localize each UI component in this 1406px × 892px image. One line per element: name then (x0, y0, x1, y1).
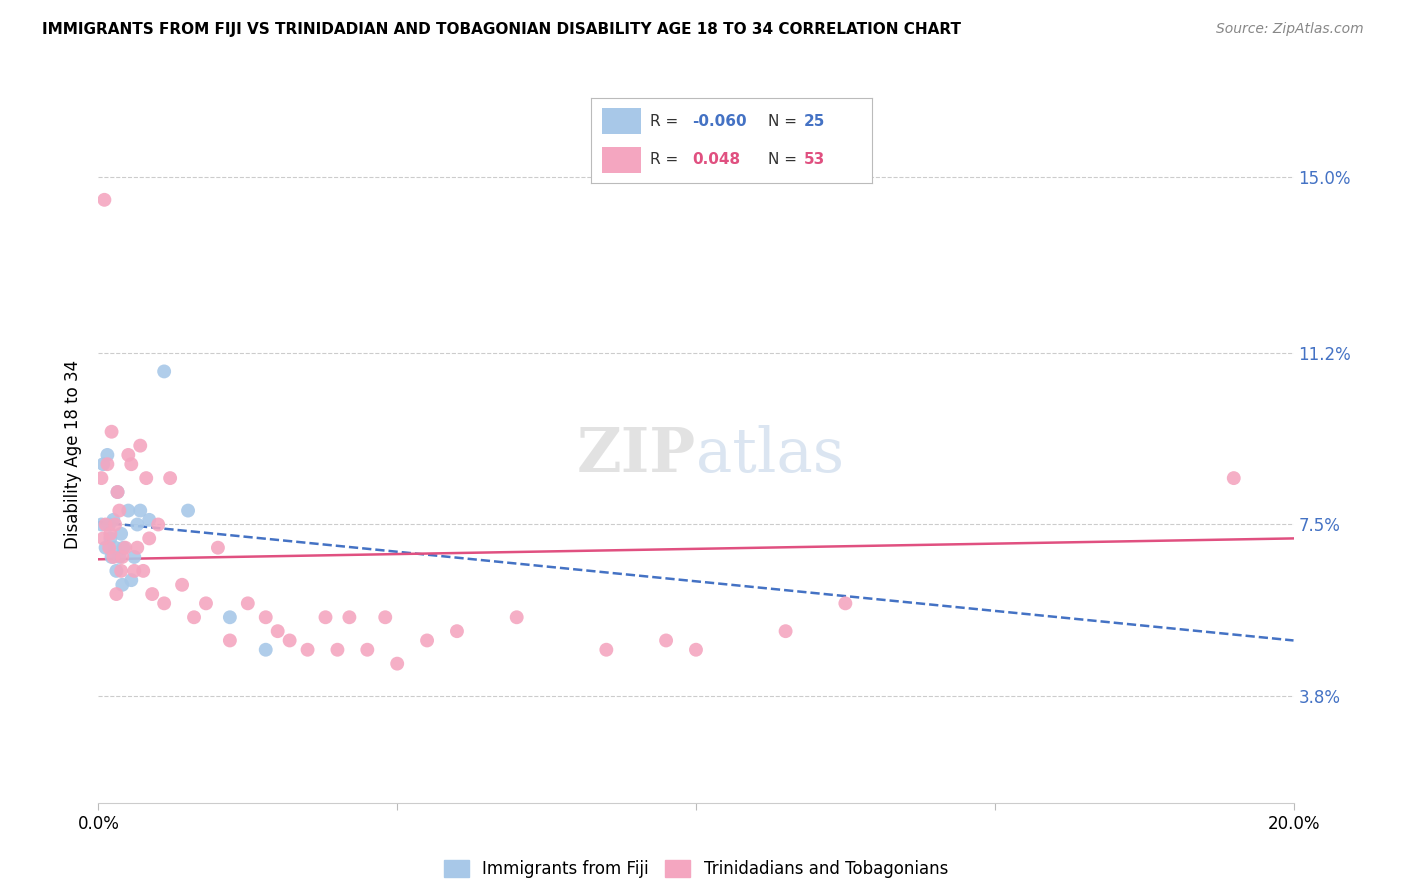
Point (219, 610, 242, 624)
Point (177, 503, 200, 517)
Point (141, 587, 163, 601)
Point (110, 564, 132, 578)
Point (108, 549, 131, 564)
Point (100, 425, 122, 439)
Point (100, 526, 122, 541)
Point (94, 541, 117, 555)
Point (267, 624, 290, 639)
FancyBboxPatch shape (602, 147, 641, 173)
Point (112, 541, 135, 555)
Point (595, 642, 617, 657)
Point (326, 642, 349, 657)
Point (195, 596, 218, 610)
Text: 53: 53 (804, 153, 825, 168)
Point (385, 657, 409, 671)
Text: ZIP: ZIP (576, 425, 696, 485)
Point (655, 633, 678, 648)
Point (100, 549, 122, 564)
Point (124, 549, 146, 564)
Point (105, 564, 128, 578)
Point (110, 526, 132, 541)
Point (103, 513, 125, 527)
Point (159, 471, 181, 485)
Y-axis label: Disability Age 18 to 34: Disability Age 18 to 34 (65, 360, 83, 549)
Point (135, 471, 157, 485)
Point (104, 517, 127, 532)
Point (153, 596, 176, 610)
Point (127, 541, 149, 555)
Text: N =: N = (768, 114, 801, 129)
Point (172, 578, 194, 592)
Point (93, 193, 115, 207)
Point (374, 610, 396, 624)
Text: 0.048: 0.048 (692, 153, 740, 168)
Text: -0.060: -0.060 (692, 114, 747, 129)
Point (153, 364, 176, 378)
Point (254, 610, 277, 624)
Point (90, 517, 112, 532)
Point (114, 541, 136, 555)
FancyBboxPatch shape (602, 108, 641, 134)
Point (100, 532, 122, 546)
Point (107, 485, 129, 500)
Point (236, 596, 259, 610)
Point (138, 532, 160, 546)
Point (339, 610, 360, 624)
Point (254, 642, 277, 657)
Text: R =: R = (650, 114, 683, 129)
Text: IMMIGRANTS FROM FIJI VS TRINIDADIAN AND TOBAGONIAN DISABILITY AGE 18 TO 34 CORRE: IMMIGRANTS FROM FIJI VS TRINIDADIAN AND … (42, 22, 962, 37)
Point (356, 642, 378, 657)
Legend: Immigrants from Fiji, Trinidadians and Tobagonians: Immigrants from Fiji, Trinidadians and T… (437, 854, 955, 885)
Point (297, 642, 319, 657)
Point (90, 471, 112, 485)
Point (132, 564, 155, 578)
Point (94, 517, 117, 532)
Point (775, 624, 797, 639)
Text: R =: R = (650, 153, 683, 168)
Point (314, 610, 337, 624)
Point (91, 532, 114, 546)
Point (138, 513, 160, 527)
Point (127, 517, 149, 532)
Point (416, 633, 439, 648)
Point (1222, 471, 1246, 485)
Point (183, 610, 205, 624)
Point (685, 642, 707, 657)
Point (219, 633, 242, 648)
Text: Source: ZipAtlas.com: Source: ZipAtlas.com (1216, 22, 1364, 37)
Point (207, 541, 229, 555)
Text: N =: N = (768, 153, 801, 168)
Point (117, 503, 139, 517)
Point (111, 549, 134, 564)
Point (506, 610, 529, 624)
Point (117, 448, 139, 462)
Point (834, 596, 856, 610)
Point (446, 624, 468, 639)
Point (148, 517, 170, 532)
Point (108, 503, 131, 517)
Point (91, 457, 114, 471)
Point (103, 549, 125, 564)
Point (96, 448, 118, 462)
Point (105, 587, 128, 601)
Point (278, 633, 301, 648)
Point (96, 457, 118, 471)
Point (98, 517, 121, 532)
Point (124, 564, 146, 578)
Point (120, 573, 142, 587)
Text: atlas: atlas (696, 425, 844, 485)
Point (129, 503, 152, 517)
Text: 25: 25 (804, 114, 825, 129)
Point (104, 541, 127, 555)
Point (111, 578, 134, 592)
Point (107, 485, 129, 500)
Point (120, 457, 142, 471)
Point (129, 439, 152, 453)
Point (98, 541, 121, 555)
